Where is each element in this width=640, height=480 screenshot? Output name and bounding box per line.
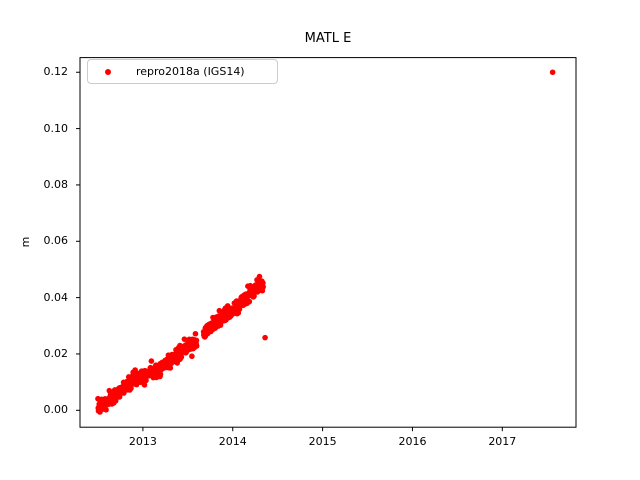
legend-box: repro2018a (IGS14) [87,59,278,84]
data-point [167,365,174,371]
data-point [192,330,199,337]
data-point [148,358,155,364]
data-point [262,334,268,341]
y-tick-label: 0.04 [43,290,69,304]
legend-label: repro2018a (IGS14) [136,65,245,78]
axes-spines [79,57,577,428]
data-point [141,382,148,388]
y-tick-label: 0.00 [43,403,69,417]
y-tick-label: 0.08 [43,177,69,191]
data-point [181,336,188,342]
chart-title: MATL E [304,31,352,46]
data-point [256,273,263,280]
data-point [178,354,185,360]
x-tick-label: 2014 [218,435,247,448]
data-point [193,343,200,349]
data-point [189,353,195,360]
data-point [260,284,266,290]
legend-marker-icon [105,68,111,75]
y-tick-label: 0.12 [43,65,69,79]
data-point [246,298,253,305]
data-point [549,69,556,76]
data-point [193,337,200,344]
x-tick-label: 2015 [308,435,337,448]
x-tick-label: 2016 [398,435,427,448]
y-tick-label: 0.10 [43,121,69,135]
data-point [143,377,149,384]
y-tick-label: 0.06 [43,234,69,248]
x-tick-label: 2017 [488,435,517,448]
data-point [103,407,109,413]
data-point [157,371,164,378]
x-tick-label: 2013 [128,435,157,448]
y-tick-label: 0.02 [43,346,69,360]
